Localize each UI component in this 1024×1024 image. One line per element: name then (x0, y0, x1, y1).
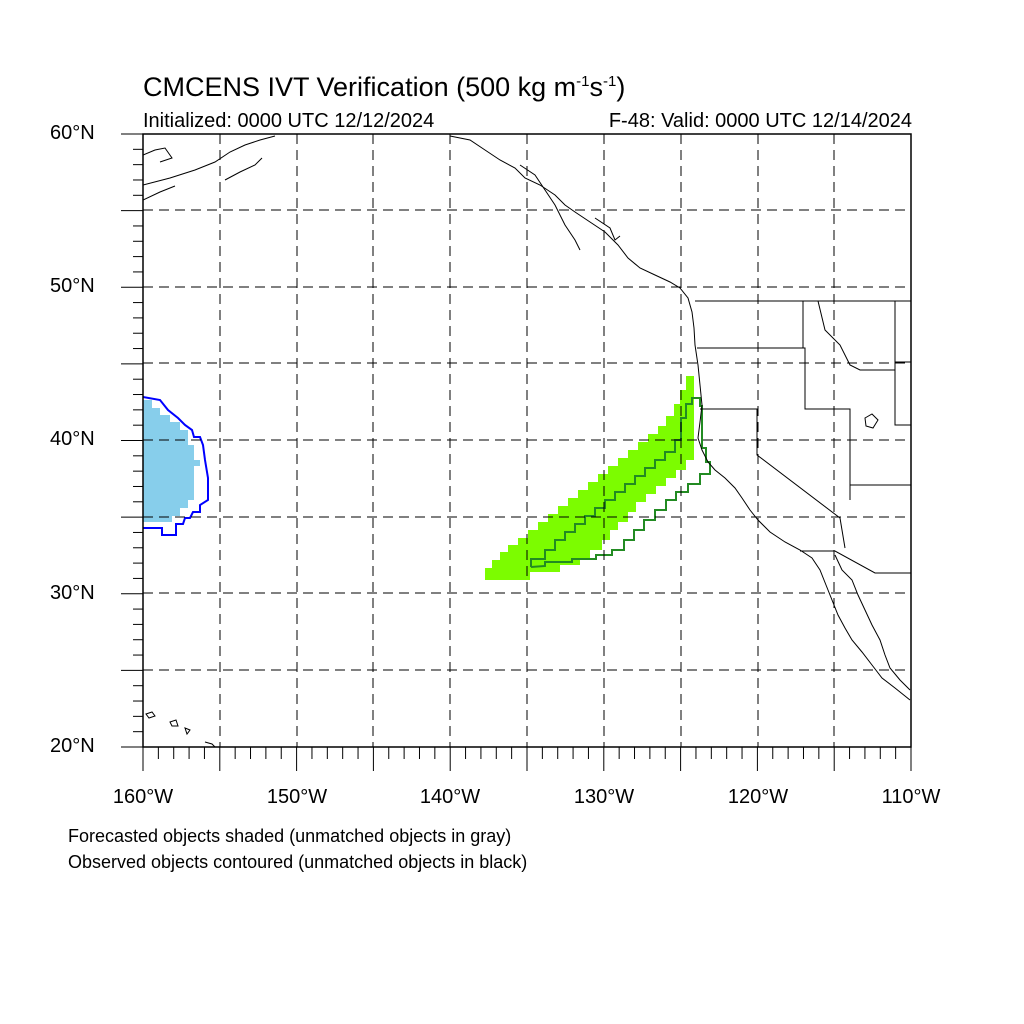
lon-label-120w: 120°W (727, 786, 789, 808)
coastline-baja-inner (834, 554, 911, 691)
lon-label-150w: 150°W (266, 786, 328, 808)
coastline-west-america (449, 135, 911, 701)
valid-time-label: F-48: Valid: 0000 UTC 12/14/2024 (608, 110, 912, 132)
axis-ticks (121, 133, 912, 771)
lon-label-130w: 130°W (573, 786, 635, 808)
lon-label-110w: 110°W (881, 786, 941, 808)
observed-contour-west (143, 396, 209, 536)
state-borders (697, 300, 911, 574)
observed-note: Observed objects contoured (unmatched ob… (68, 852, 528, 872)
forecast-object-west (143, 400, 200, 522)
lon-label-160w: 160°W (112, 786, 174, 808)
great-salt-lake (864, 413, 879, 429)
lat-label-30: 30°N (50, 582, 95, 604)
forecast-note: Forecasted objects shaded (unmatched obj… (68, 826, 512, 846)
observed-contour-east (530, 397, 711, 568)
graticule (143, 134, 911, 747)
hawaii-islands (145, 711, 216, 747)
lat-label-20: 20°N (50, 735, 95, 757)
coastline-southeast-alaska (519, 164, 621, 251)
forecast-object-east (485, 376, 694, 580)
lat-label-50: 50°N (50, 275, 95, 297)
lat-label-60: 60°N (50, 122, 95, 144)
coastline-alaska-islands (143, 135, 276, 201)
map-title: CMCENS IVT Verification (500 kg m-1s-1) (143, 72, 626, 102)
lat-label-40: 40°N (50, 428, 95, 450)
initialized-label: Initialized: 0000 UTC 12/12/2024 (143, 110, 435, 132)
lon-label-140w: 140°W (419, 786, 481, 808)
